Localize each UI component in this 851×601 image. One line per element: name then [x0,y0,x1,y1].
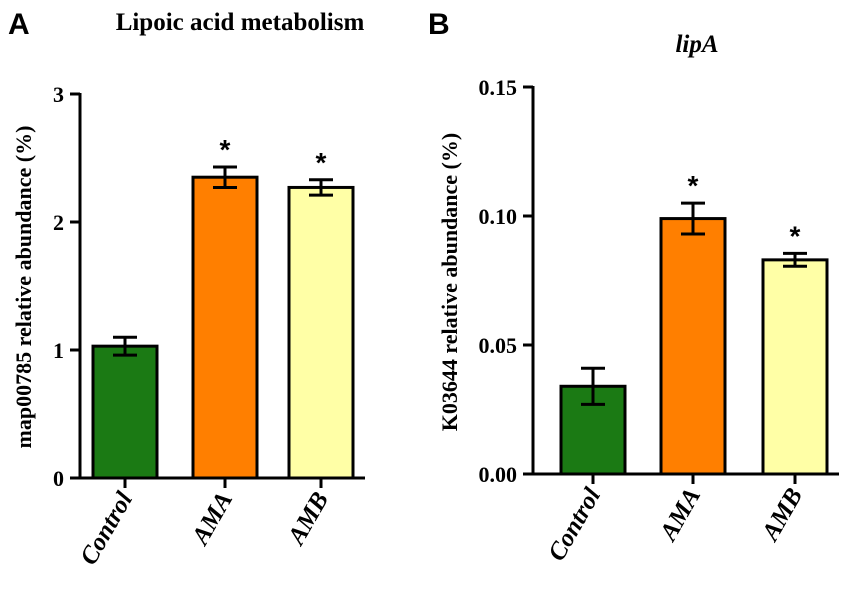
panel-b-ytick-label: 0.10 [479,204,518,229]
panel-a-category-label: AMB [282,488,334,551]
panel-a-bar-ama [191,175,259,480]
panel-b-ytick-label: 0.15 [479,75,518,100]
panel-a-significance-star: * [220,134,231,165]
panel-a-category-label: Control [75,487,138,569]
panel-b-ytick-label: 0.00 [479,462,518,487]
panel-a-chart: 0 1 2 3 Control * AMA * AMB [53,82,365,570]
panel-a-title: Lipoic acid metabolism [116,9,365,36]
panel-a-significance-star: * [316,147,327,178]
panel-b-title: lipA [675,31,718,58]
panel-b-letter: B [428,8,450,41]
panel-b-chart: 0.00 0.05 0.10 0.15 Control * AMA * AMB [479,75,839,566]
panel-b-bar-amb [761,258,829,476]
panel-b-category-label: AMA [654,484,706,547]
panel-b-significance-star: * [790,220,801,251]
panel-b-ylabel: K03644 relative abundance (%) [437,133,462,431]
panel-a-bar-amb [287,185,355,480]
panel-a-ytick-label: 2 [53,210,64,235]
panel-a-category-label: AMA [186,488,238,551]
panel-a-ytick-label: 0 [53,466,64,491]
panel-a-letter: A [8,8,30,41]
panel-b-category-label: AMB [756,484,808,547]
panel-a-ytick-label: 1 [53,338,64,363]
panel-b-ytick-label: 0.05 [479,333,518,358]
panel-a-ylabel: map00785 relative abundance (%) [11,126,36,449]
panel-a-ytick-label: 3 [53,82,64,107]
panel-a-bar-control [91,344,159,480]
panel-b-significance-star: * [688,170,699,201]
panel-b-category-label: Control [543,483,606,565]
panel-b-bar-ama [659,217,727,476]
